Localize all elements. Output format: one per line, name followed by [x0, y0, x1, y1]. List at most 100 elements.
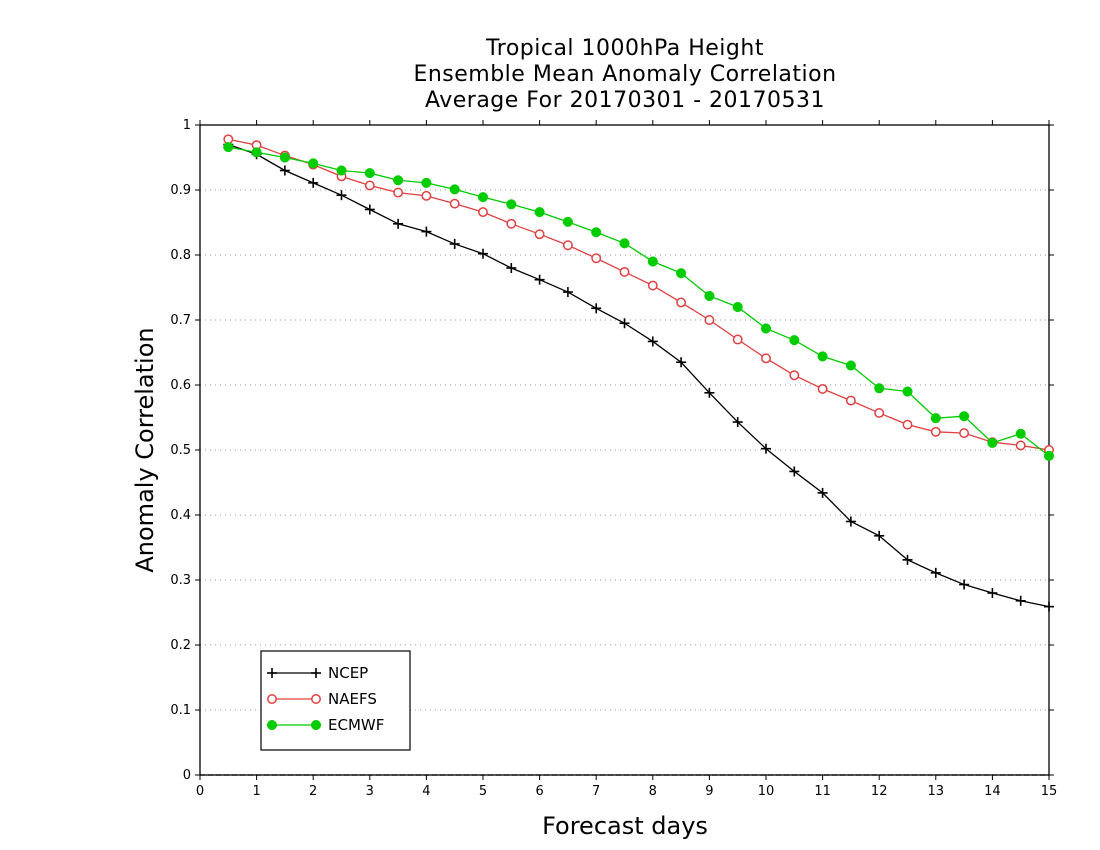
point-ecmwf-27 [987, 437, 998, 448]
legend-label-ncep: NCEP [328, 664, 368, 682]
x-tick-label-15: 15 [1041, 784, 1058, 799]
x-tick-label-11: 11 [814, 784, 831, 799]
point-naefs-18 [732, 334, 743, 345]
point-naefs-20 [789, 370, 800, 381]
point-ncep-5 [364, 204, 375, 215]
point-ncep-10 [506, 263, 517, 273]
point-ecmwf-14 [619, 238, 630, 249]
point-ecmwf-19 [760, 323, 772, 334]
point-naefs-14 [619, 266, 630, 277]
point-ecmwf-22 [845, 360, 856, 371]
point-ecmwf-5 [364, 168, 375, 179]
x-tick-label-10: 10 [758, 784, 775, 799]
point-naefs-8 [449, 198, 460, 209]
x-tick-label-12: 12 [871, 784, 888, 799]
point-naefs-19 [761, 353, 771, 364]
point-ecmwf-2 [279, 152, 290, 163]
legend-marker-end-naefs [311, 694, 321, 704]
y-tick-label-10: 1 [183, 118, 191, 133]
point-ecmwf-6 [393, 175, 404, 186]
legend-marker-start-naefs [267, 694, 277, 704]
point-naefs-16 [676, 297, 687, 308]
point-naefs-23 [874, 408, 885, 418]
point-naefs-21 [817, 383, 828, 394]
point-naefs-5 [364, 180, 375, 191]
legend-box [260, 650, 411, 751]
point-naefs-13 [591, 253, 602, 264]
point-naefs-6 [393, 187, 404, 198]
point-ncep-15 [647, 336, 658, 347]
point-ecmwf-15 [647, 256, 658, 267]
x-tick-label-5: 5 [479, 784, 487, 799]
point-ncep-6 [393, 218, 404, 229]
point-naefs-9 [478, 207, 488, 218]
point-ecmwf-8 [449, 184, 460, 195]
point-naefs-7 [421, 190, 432, 201]
point-ecmwf-29 [1043, 450, 1055, 461]
point-naefs-26 [959, 428, 970, 439]
point-ncep-14 [619, 318, 630, 329]
point-ncep-23 [874, 530, 885, 541]
point-naefs-12 [562, 240, 573, 251]
point-ncep-13 [591, 303, 602, 314]
point-ecmwf-11 [534, 207, 545, 218]
point-ecmwf-25 [930, 413, 941, 424]
point-ecmwf-18 [732, 301, 743, 313]
series-line-ncep [228, 143, 1050, 608]
x-tick-label-2: 2 [309, 784, 317, 799]
point-ecmwf-28 [1015, 428, 1026, 439]
point-ecmwf-13 [591, 227, 602, 238]
title-line-3: Average For 20170301 - 20170531 [424, 88, 826, 113]
point-ecmwf-9 [477, 192, 489, 203]
point-ncep-3 [308, 177, 319, 188]
point-ecmwf-17 [704, 290, 715, 302]
point-ecmwf-12 [562, 216, 573, 227]
point-ncep-12 [562, 287, 573, 298]
y-tick-label-7: 0.7 [170, 313, 191, 328]
point-ncep-8 [449, 238, 460, 249]
x-tick-label-6: 6 [535, 784, 543, 799]
point-ncep-7 [421, 226, 432, 237]
point-naefs-24 [902, 419, 913, 430]
point-ncep-24 [902, 554, 913, 565]
point-ecmwf-23 [874, 383, 885, 394]
point-naefs-10 [506, 218, 517, 229]
point-naefs-17 [704, 315, 715, 325]
title-line-1: Tropical 1000hPa Height [486, 36, 764, 61]
point-ncep-11 [534, 274, 545, 285]
point-ncep-17 [704, 387, 715, 398]
legend-marker-start-ecmwf [266, 719, 278, 731]
point-ecmwf-1 [251, 147, 262, 158]
point-ncep-18 [732, 417, 743, 428]
series-line-ecmwf [228, 146, 1050, 457]
legend-marker-end-ncep [311, 668, 321, 678]
point-ecmwf-16 [676, 268, 687, 279]
legend-marker-end-ecmwf [310, 719, 322, 731]
x-tick-label-1: 1 [252, 784, 260, 799]
point-ncep-9 [478, 248, 488, 259]
x-axis-label: Forecast days [542, 812, 708, 840]
point-ecmwf-20 [789, 335, 800, 346]
x-tick-label-13: 13 [928, 784, 945, 799]
point-ecmwf-0 [223, 142, 234, 153]
y-axis-label: Anomaly Correlation [131, 327, 159, 573]
point-ecmwf-4 [336, 165, 347, 176]
legend-marker-start-ncep [267, 668, 277, 678]
x-tick-label-3: 3 [366, 784, 374, 799]
legend-label-naefs: NAEFS [328, 690, 377, 708]
point-ncep-20 [789, 466, 800, 477]
point-naefs-25 [930, 426, 941, 437]
point-naefs-28 [1015, 440, 1026, 451]
point-ncep-22 [845, 516, 856, 527]
point-ncep-28 [1015, 595, 1026, 606]
point-ncep-27 [987, 588, 998, 598]
point-ecmwf-21 [817, 351, 828, 362]
series-line-naefs [228, 138, 1050, 451]
x-tick-label-7: 7 [592, 784, 600, 799]
title-line-2: Ensemble Mean Anomaly Correlation [413, 62, 837, 87]
point-ncep-29 [1044, 601, 1054, 612]
x-tick-label-0: 0 [196, 784, 204, 799]
point-ncep-4 [336, 190, 347, 201]
legend-label-ecmwf: ECMWF [328, 716, 384, 734]
